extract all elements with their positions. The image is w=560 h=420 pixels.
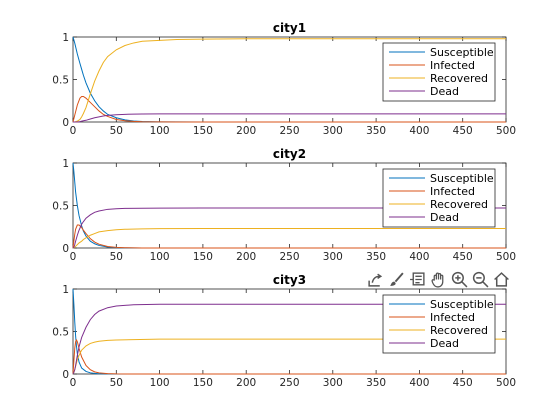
y-tick-label: 1 [62, 32, 69, 44]
y-tick-label: 0.5 [52, 327, 69, 339]
x-tick-label: 450 [453, 125, 473, 137]
series-line-dead [72, 303, 506, 375]
zoom-in-icon [451, 271, 467, 287]
x-tick-label: 50 [110, 377, 123, 389]
x-tick-label: 500 [496, 251, 516, 263]
x-tick-label: 300 [323, 251, 343, 263]
x-tick-label: 250 [279, 251, 299, 263]
pan-button[interactable] [429, 269, 447, 289]
series-line-recovered [73, 38, 506, 123]
subplot-title: city1 [273, 21, 306, 35]
axes-toolbar [366, 268, 510, 290]
export-button[interactable] [366, 269, 384, 289]
y-tick-label: 0.5 [52, 201, 69, 213]
x-tick-label: 250 [279, 125, 299, 137]
legend-entry: Susceptible [430, 298, 494, 311]
data-tips-icon [409, 271, 425, 286]
zoom-out-icon [472, 271, 488, 287]
x-tick-label: 350 [366, 125, 386, 137]
x-tick-label: 200 [236, 251, 256, 263]
x-tick-label: 150 [193, 377, 213, 389]
series-line-infected [72, 96, 506, 123]
legend-entry: Recovered [430, 324, 488, 337]
x-tick-label: 100 [150, 251, 170, 263]
x-tick-label: 150 [193, 251, 213, 263]
legend-entry: Susceptible [430, 46, 494, 59]
x-tick-label: 0 [70, 125, 77, 137]
y-tick-label: 0 [62, 369, 69, 381]
data-tips-button[interactable] [408, 269, 426, 289]
home-button[interactable] [492, 269, 510, 289]
x-tick-label: 500 [496, 125, 516, 137]
legend-entry: Infected [430, 59, 475, 72]
series-line-infected [72, 338, 506, 375]
legend-entry: Infected [430, 311, 475, 324]
legend-entry: Dead [430, 85, 459, 98]
x-tick-label: 350 [366, 377, 386, 389]
y-tick-label: 0.5 [52, 75, 69, 87]
export-icon [367, 273, 382, 287]
home-icon [493, 271, 509, 287]
legend-entry: Recovered [430, 72, 488, 85]
x-tick-label: 200 [236, 377, 256, 389]
zoom-in-button[interactable] [450, 269, 468, 289]
subplot-city3: 0 50 100 150 200 250 300 350 400 450 500 0 0.5 1 Susce… [52, 273, 516, 389]
series-line-infected [72, 224, 506, 249]
x-tick-label: 450 [453, 377, 473, 389]
y-tick-label: 1 [62, 158, 69, 170]
legend-entry: Dead [430, 211, 459, 224]
series-line-dead [72, 207, 506, 249]
x-tick-label: 350 [366, 251, 386, 263]
legend-entry: Susceptible [430, 172, 494, 185]
y-tick-label: 0 [62, 117, 69, 129]
legend-entry: Dead [430, 337, 459, 350]
legend-entry: Recovered [430, 198, 488, 211]
legend-entry: Infected [430, 185, 475, 198]
pan-icon [430, 271, 443, 288]
subplot-title: city3 [273, 273, 306, 287]
x-tick-label: 300 [323, 125, 343, 137]
x-tick-label: 200 [236, 125, 256, 137]
x-tick-label: 450 [453, 251, 473, 263]
subplot-city1: 0 50 100 150 200 250 300 350 400 450 500 0 0.5 1 Susce… [52, 21, 516, 137]
x-tick-label: 100 [150, 125, 170, 137]
x-tick-label: 400 [409, 125, 429, 137]
x-tick-label: 400 [409, 251, 429, 263]
x-tick-label: 100 [150, 377, 170, 389]
brush-icon [389, 271, 404, 286]
series-line-dead [73, 113, 506, 123]
x-tick-label: 150 [193, 125, 213, 137]
x-tick-label: 0 [70, 251, 77, 263]
series-line-recovered [72, 227, 506, 249]
x-tick-label: 50 [110, 125, 123, 137]
x-tick-label: 0 [70, 377, 77, 389]
y-tick-label: 0 [62, 243, 69, 255]
subplot-title: city2 [273, 147, 306, 161]
x-tick-label: 250 [279, 377, 299, 389]
x-tick-label: 400 [409, 377, 429, 389]
x-tick-label: 500 [496, 377, 516, 389]
x-tick-label: 50 [110, 251, 123, 263]
brush-button[interactable] [387, 269, 405, 289]
y-tick-label: 1 [62, 284, 69, 296]
zoom-out-button[interactable] [471, 269, 489, 289]
subplot-city2: 0 50 100 150 200 250 300 350 400 450 500 0 0.5 1 Susce… [52, 147, 516, 263]
x-tick-label: 300 [323, 377, 343, 389]
